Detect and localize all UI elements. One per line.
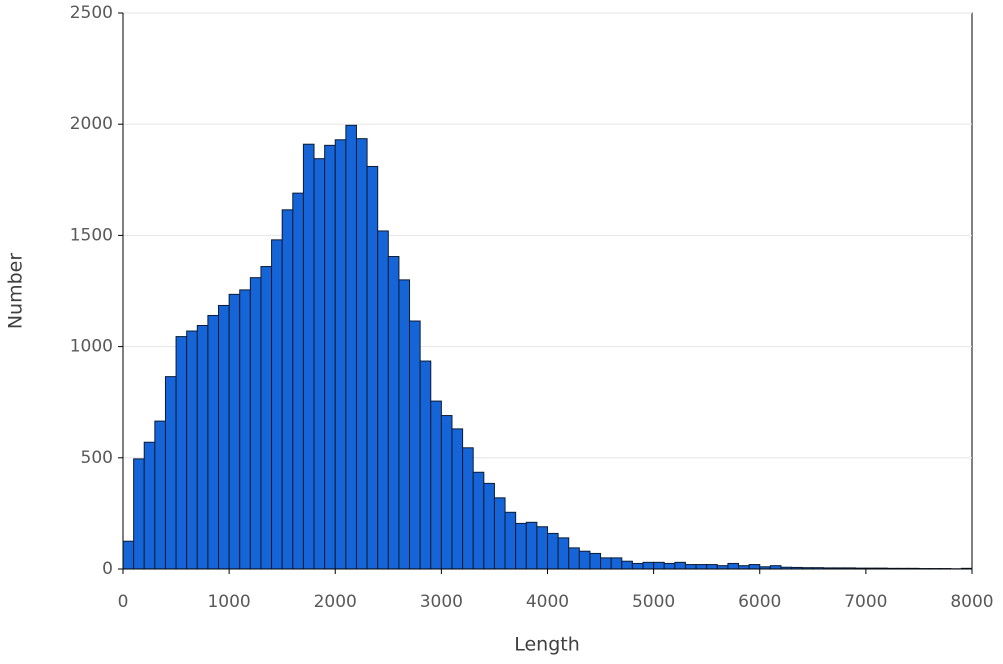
bar <box>271 239 283 570</box>
bar <box>355 138 368 570</box>
y-tick-label: 0 <box>102 559 113 579</box>
bar <box>642 561 655 570</box>
bar <box>334 139 347 570</box>
bar <box>536 526 549 570</box>
bar <box>377 230 389 570</box>
bar <box>196 324 209 570</box>
bar <box>419 360 432 570</box>
bar <box>133 458 145 570</box>
bar <box>525 521 538 570</box>
bar <box>557 537 570 570</box>
bar <box>313 158 326 570</box>
x-tick-label: 0 <box>118 592 129 612</box>
bar <box>748 564 761 570</box>
bar <box>589 552 602 570</box>
bar <box>738 565 750 570</box>
bar <box>228 293 241 570</box>
bar <box>302 143 315 570</box>
bar <box>366 165 379 570</box>
bar <box>578 550 591 570</box>
bar <box>260 266 273 570</box>
x-tick-label: 1000 <box>207 592 250 612</box>
bar <box>324 144 336 570</box>
bar <box>684 564 697 570</box>
bar <box>621 560 633 570</box>
bar <box>218 304 230 570</box>
bar <box>483 482 495 570</box>
x-axis-title: Length <box>514 634 580 656</box>
bar <box>345 124 357 570</box>
bar <box>706 564 718 570</box>
bar <box>154 420 166 570</box>
bar <box>387 256 400 570</box>
bar <box>493 497 506 570</box>
bar <box>631 562 644 570</box>
bar <box>409 320 421 570</box>
y-tick-label: 1500 <box>70 225 113 245</box>
bar <box>547 532 559 570</box>
bar <box>568 547 580 570</box>
x-tick-label: 2000 <box>314 592 357 612</box>
bar <box>281 209 294 570</box>
y-tick-label: 2500 <box>70 3 113 23</box>
bar <box>769 565 782 570</box>
bar <box>175 336 188 570</box>
bar <box>462 447 474 570</box>
bar <box>663 562 676 570</box>
y-tick-label: 500 <box>81 448 113 468</box>
bar <box>186 330 198 570</box>
y-axis-title: Number <box>5 253 27 330</box>
x-tick-label: 4000 <box>526 592 569 612</box>
bar <box>239 289 251 570</box>
x-tick-label: 8000 <box>950 592 993 612</box>
bar <box>674 561 686 570</box>
bar <box>398 279 411 570</box>
bar <box>430 400 442 570</box>
x-tick-label: 3000 <box>420 592 463 612</box>
bar <box>472 471 485 570</box>
bar <box>695 564 708 570</box>
bar <box>504 511 517 570</box>
bar <box>207 314 220 570</box>
x-tick-label: 7000 <box>844 592 887 612</box>
bar <box>727 562 740 570</box>
bar <box>164 376 177 570</box>
x-tick-label: 6000 <box>738 592 781 612</box>
bar <box>292 192 304 570</box>
y-tick-label: 2000 <box>70 114 113 134</box>
bar <box>716 565 729 570</box>
bar <box>653 561 665 570</box>
bar <box>122 540 135 570</box>
bar <box>515 522 527 570</box>
bar <box>249 277 262 570</box>
bar <box>600 557 612 570</box>
bar <box>440 415 453 570</box>
x-tick-label: 5000 <box>632 592 675 612</box>
y-tick-label: 1000 <box>70 337 113 357</box>
bar <box>610 557 623 570</box>
bar <box>451 428 464 570</box>
bar <box>143 441 156 570</box>
